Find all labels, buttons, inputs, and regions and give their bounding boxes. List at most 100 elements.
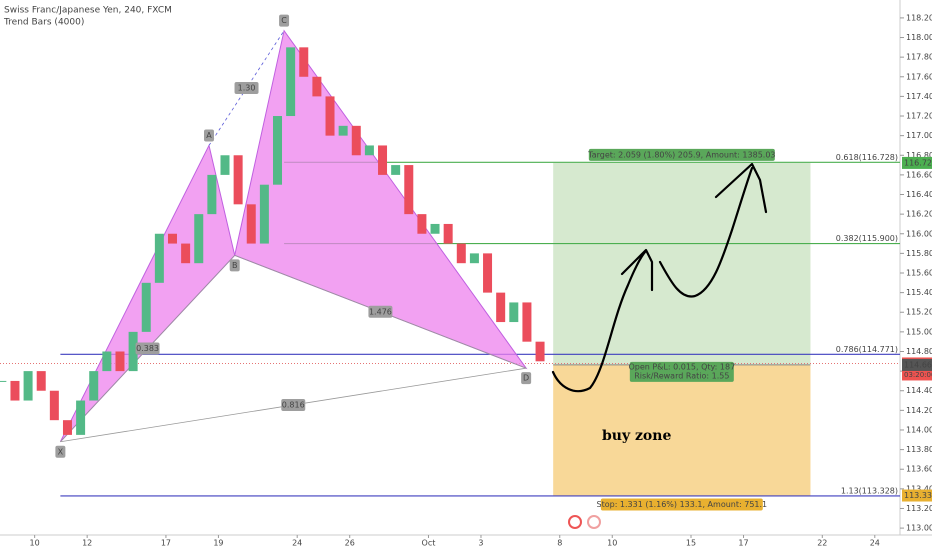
point-label: A (206, 131, 212, 140)
x-tick-label: 12 (82, 539, 92, 548)
y-tick-label: 115.800 (906, 249, 932, 258)
hand-drawn-arrow (551, 162, 768, 393)
countdown-box (902, 369, 932, 381)
candle (325, 96, 335, 136)
candle (102, 351, 112, 372)
candle (0, 380, 7, 382)
ratio-label: 1.30 (238, 84, 256, 93)
point-label: C (281, 16, 287, 25)
y-tick-label: 118.000 (906, 33, 932, 42)
candle (338, 125, 348, 136)
candle (391, 165, 401, 175)
y-tick-label: 116.600 (906, 170, 932, 179)
candle (259, 184, 269, 244)
x-tick-label: 17 (738, 539, 748, 548)
candle (456, 243, 466, 264)
ratio-label: 1.476 (369, 307, 392, 316)
candle (364, 145, 374, 156)
x-tick-label: 24 (870, 539, 880, 548)
annotation: buy zone (602, 428, 671, 444)
x-tick-label: 19 (213, 539, 223, 548)
x-tick-label: 15 (686, 539, 696, 548)
y-tick-label: 113.800 (906, 445, 932, 454)
open-label: Open P&L: 0.015, Qty: 187 (628, 362, 735, 371)
countdown: 03:20:00 (904, 371, 932, 379)
open-label-box (629, 361, 734, 382)
y-tick-label: 116.400 (906, 190, 932, 199)
ratio-label: Risk/Reward Ratio: 1.55 (634, 371, 729, 380)
fib-level-label: 0.786(114.771) (836, 345, 898, 354)
candle (62, 420, 72, 435)
y-tick-label: 115.600 (906, 269, 932, 278)
chart-title: Swiss Franc/Japanese Yen, 240, FXCM (4, 6, 172, 16)
candle (181, 243, 191, 264)
candle (220, 155, 230, 175)
candle (76, 400, 86, 435)
x-tick-label: 8 (557, 539, 562, 548)
x-tick-label: 22 (817, 539, 827, 548)
ratio-label-box (234, 82, 259, 95)
y-tick-label: 117.000 (906, 131, 932, 140)
point-label-box (521, 372, 532, 385)
y-tick-label: 117.200 (906, 112, 932, 121)
entry-price-tag-box (902, 358, 932, 371)
y-tick-label: 118.200 (906, 13, 932, 22)
candle (351, 125, 361, 156)
y-tick-label: 117.400 (906, 92, 932, 101)
x-tick-label: 3 (478, 539, 483, 548)
candle (207, 174, 217, 215)
x-tick-label: 10 (607, 539, 617, 548)
target-price-tag-box (902, 156, 932, 169)
y-tick-label: 117.800 (906, 53, 932, 62)
y-tick-label: 117.600 (906, 72, 932, 81)
point-label-box (279, 14, 290, 27)
fib-level-label: 0.618(116.728) (836, 153, 898, 162)
stop-price-tag-box (902, 489, 932, 502)
candle (430, 223, 440, 234)
ratio-label: 0.816 (282, 400, 305, 409)
candle (167, 233, 177, 244)
candle (378, 145, 388, 175)
candle (154, 233, 164, 283)
candle (469, 253, 479, 264)
ratio-label-box (281, 398, 306, 411)
candle (233, 155, 243, 205)
y-tick-label: 114.000 (906, 425, 932, 434)
point-label: D (523, 374, 529, 383)
candle (49, 390, 59, 421)
event-icon[interactable] (568, 515, 582, 529)
candle (483, 253, 493, 293)
fib-level-label: 0.382(115.900) (836, 234, 898, 243)
point-label-box (55, 445, 66, 458)
candle (273, 116, 283, 185)
candle (286, 47, 296, 117)
point-label: X (58, 447, 64, 456)
point-label-box (203, 129, 214, 142)
event-icon[interactable] (587, 515, 601, 529)
y-tick-label: 115.000 (906, 327, 932, 336)
y-tick-label: 116.000 (906, 229, 932, 238)
y-tick-label: 114.800 (906, 347, 932, 356)
point-label: B (232, 261, 238, 270)
target-label: Target: 2.059 (1.80%) 205.9, Amount: 138… (587, 150, 775, 159)
y-tick-label: 116.800 (906, 151, 932, 160)
indicator-label: Trend Bars (4000) (3, 18, 84, 28)
candle (23, 371, 33, 401)
candle (535, 341, 545, 362)
x-tick-label: 17 (161, 539, 171, 548)
candle (128, 331, 138, 372)
x-tick-label: 26 (345, 539, 355, 548)
x-tick-label: 24 (292, 539, 302, 548)
y-tick-label: 113.600 (906, 465, 932, 474)
ratio-label-box (135, 342, 160, 355)
stop-label: Stop: 1.331 (1.16%) 133.1, Amount: 751.1 (597, 500, 768, 509)
candle (194, 214, 204, 264)
target-label-box (588, 148, 775, 161)
fib-level-label: 1.13(113.328) (841, 486, 898, 495)
candle (299, 47, 309, 77)
candle (89, 371, 99, 401)
x-tick-label: 10 (30, 539, 40, 548)
ratio-label: 0.383 (136, 344, 159, 353)
target-price-tag: 116.722 (904, 158, 932, 167)
